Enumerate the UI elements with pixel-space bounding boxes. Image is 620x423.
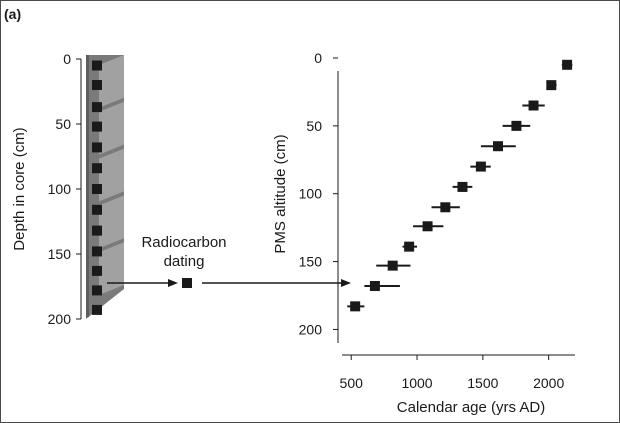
arrow-head-icon [168,279,178,287]
chart-y-tick-label: 100 [299,186,323,202]
core-sample-markers [92,60,102,315]
core-sample-marker [92,102,102,113]
chart-data-point [387,260,398,271]
chart-y-tick-label: 0 [314,50,322,66]
core-layer-band [99,195,124,249]
dated-sample-marker [182,278,192,288]
chart-x-tick-label: 1000 [401,375,432,391]
chart-x-ticks: 500 1000 1500 2000 [340,355,564,391]
core-tick-label: 200 [48,311,72,327]
chart-y-tick-label: 200 [299,321,323,337]
core-layer-band [99,101,124,155]
chart-y-tick-label: 50 [306,118,322,134]
chart-data-point [350,301,361,312]
chart-data-points [347,59,573,312]
core-sample-marker [92,184,102,194]
core-sample-marker [92,60,102,71]
core-depth-ticks: 0 50 100 150 200 [48,51,81,327]
chart-data-point [546,80,557,91]
chart-data-point [440,202,451,213]
core-sample-marker [92,285,102,296]
chart-data-point [492,141,503,152]
core-sample-marker [92,246,102,257]
chart-x-tick-label: 2000 [533,375,564,391]
annotation-line1: Radiocarbon [141,234,226,251]
chart-data-point [369,281,380,291]
chart-y-ticks: 0 50 100 150 200 [299,50,338,337]
chart-y-tick-label: 150 [299,254,323,270]
core-panel: 0 50 100 150 200 Depth in core (cm) [11,51,124,327]
core-edge [86,55,89,317]
age-chart: 0 50 100 150 200 500 1000 1500 2000 PMS altitud… [272,50,575,416]
chart-x-tick-label: 500 [340,375,364,391]
core-layer-band [99,148,124,202]
arrow-head-icon [341,279,351,287]
core-tick-label: 150 [48,246,72,262]
core-column [86,55,124,319]
chart-data-point [475,161,486,172]
annotation-line2: dating [164,253,205,270]
chart-x-axis-title: Calendar age (yrs AD) [397,399,545,416]
core-sample-marker [92,304,102,315]
core-sample-marker [92,225,102,236]
core-sample-marker [92,142,102,153]
core-tick-label: 100 [48,181,72,197]
chart-data-point [528,100,539,111]
chart-x-tick-label: 1500 [467,375,498,391]
core-sample-marker [92,204,102,215]
core-tick-label: 0 [63,51,71,67]
core-sample-marker [92,265,102,276]
core-layer-band [99,242,124,295]
chart-data-point [562,59,573,70]
chart-data-point [404,241,415,252]
dating-arrows: Radiocarbon dating [107,234,351,288]
chart-data-point [457,181,468,192]
core-depth-axis-title: Depth in core (cm) [11,127,28,250]
chart-y-axis-title: PMS altitude (cm) [272,134,289,253]
panel-label: (a) [4,6,21,22]
chart-data-point [422,221,433,232]
core-sample-marker [92,80,102,90]
chart-data-point [511,120,522,131]
core-sample-marker [92,163,102,174]
core-tick-label: 50 [55,116,71,132]
core-layer-band [99,55,124,108]
core-sample-marker [92,121,102,132]
